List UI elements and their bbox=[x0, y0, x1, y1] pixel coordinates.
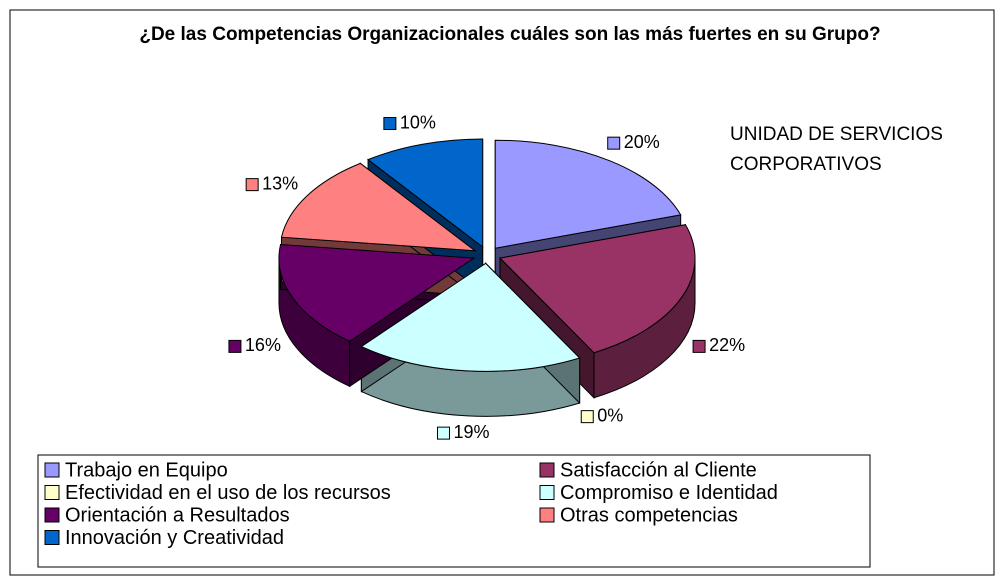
legend-swatch bbox=[44, 462, 60, 478]
label-swatch bbox=[692, 339, 706, 353]
label-swatch bbox=[383, 117, 397, 131]
legend-label: Efectividad en el uso de los recursos bbox=[65, 482, 391, 504]
legend-swatch bbox=[539, 462, 555, 478]
slice bbox=[278, 244, 476, 342]
slice bbox=[367, 138, 484, 249]
labels: 20% 22% 0% 19% 16% 13% 10% bbox=[228, 112, 745, 442]
legend-label: Satisfacción al Cliente bbox=[560, 459, 757, 481]
legend-swatch bbox=[44, 530, 60, 545]
legend-label: Otras competencias bbox=[560, 504, 738, 526]
slice bbox=[280, 162, 477, 252]
annotation: UNIDAD DE SERVICIOS CORPORATIVOS bbox=[730, 124, 943, 175]
slice bbox=[498, 224, 696, 354]
legend-swatch bbox=[44, 485, 60, 500]
legend-swatch bbox=[539, 507, 555, 523]
legend-label: Orientación a Resultados bbox=[65, 504, 290, 526]
label-swatch bbox=[228, 339, 242, 353]
chart-title: ¿De las Competencias Organizacionales cu… bbox=[139, 24, 881, 45]
data-label: 22% bbox=[709, 335, 745, 355]
slice bbox=[494, 139, 682, 249]
legend-label: Trabajo en Equipo bbox=[65, 459, 228, 481]
data-label: 16% bbox=[245, 335, 281, 355]
slice bbox=[360, 262, 581, 372]
legend-label: Innovación y Creatividad bbox=[65, 527, 284, 549]
legend-swatch bbox=[44, 507, 60, 523]
tops bbox=[278, 138, 696, 372]
data-label: 20% bbox=[624, 132, 660, 152]
label-swatch bbox=[607, 136, 621, 150]
data-label: 0% bbox=[597, 405, 623, 425]
label-swatch bbox=[437, 426, 451, 440]
label-swatch bbox=[580, 410, 594, 424]
legend-box bbox=[37, 454, 871, 568]
label-swatch bbox=[245, 178, 259, 192]
data-label: 19% bbox=[454, 422, 490, 442]
data-label: 13% bbox=[262, 173, 298, 193]
data-label: 10% bbox=[400, 112, 436, 132]
legend-label: Compromiso e Identidad bbox=[560, 482, 778, 504]
legend: Trabajo en Equipo Satisfacción al Cliente… bbox=[44, 459, 778, 549]
legend-swatch bbox=[539, 485, 555, 500]
